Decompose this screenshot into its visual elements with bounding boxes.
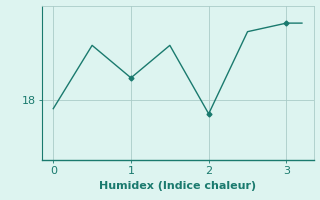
- X-axis label: Humidex (Indice chaleur): Humidex (Indice chaleur): [99, 181, 256, 191]
